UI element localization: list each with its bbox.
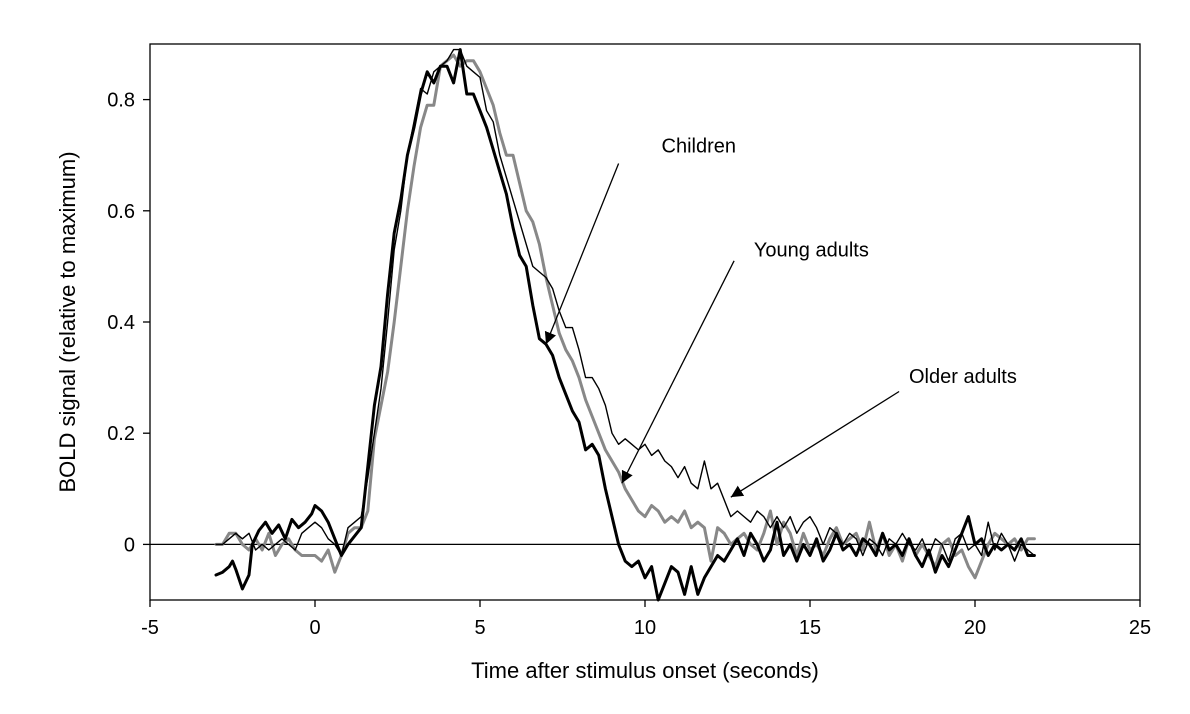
x-axis-title: Time after stimulus onset (seconds) (471, 658, 819, 683)
x-tick-label: 0 (309, 617, 320, 639)
annotation-label-children: Children (662, 135, 736, 157)
y-axis-ticks: 0 0.2 0.4 0.6 0.8 (107, 90, 150, 556)
series-group (214, 48, 1036, 602)
y-tick-label: 0.8 (107, 90, 135, 112)
annotation-arrow-young-adults (621, 260, 735, 484)
y-tick-label: 0.4 (107, 312, 135, 334)
annotations: Children Young adults Older adults (544, 135, 1017, 498)
y-axis-title: BOLD signal (relative to maximum) (55, 151, 80, 492)
annotation-label-older-adults: Older adults (909, 366, 1017, 388)
series-line-older-adults (215, 48, 1036, 562)
y-tick-label: 0.6 (107, 201, 135, 223)
x-tick-label: -5 (141, 617, 159, 639)
x-tick-label: 10 (634, 617, 656, 639)
x-tick-label: 5 (474, 617, 485, 639)
annotation-arrow-older-adults (730, 390, 900, 498)
x-tick-label: 15 (799, 617, 821, 639)
annotation-label-young-adults: Young adults (754, 239, 869, 261)
x-tick-label: 25 (1129, 617, 1151, 639)
x-axis-ticks: -5 0 5 10 15 20 25 (141, 600, 1151, 639)
x-tick-label: 20 (964, 617, 986, 639)
series-line-young-adults (214, 53, 1036, 580)
annotation-arrow-children (544, 163, 620, 345)
y-tick-label: 0 (124, 534, 135, 556)
y-tick-label: 0.2 (107, 423, 135, 445)
series-line-children (214, 48, 1036, 602)
